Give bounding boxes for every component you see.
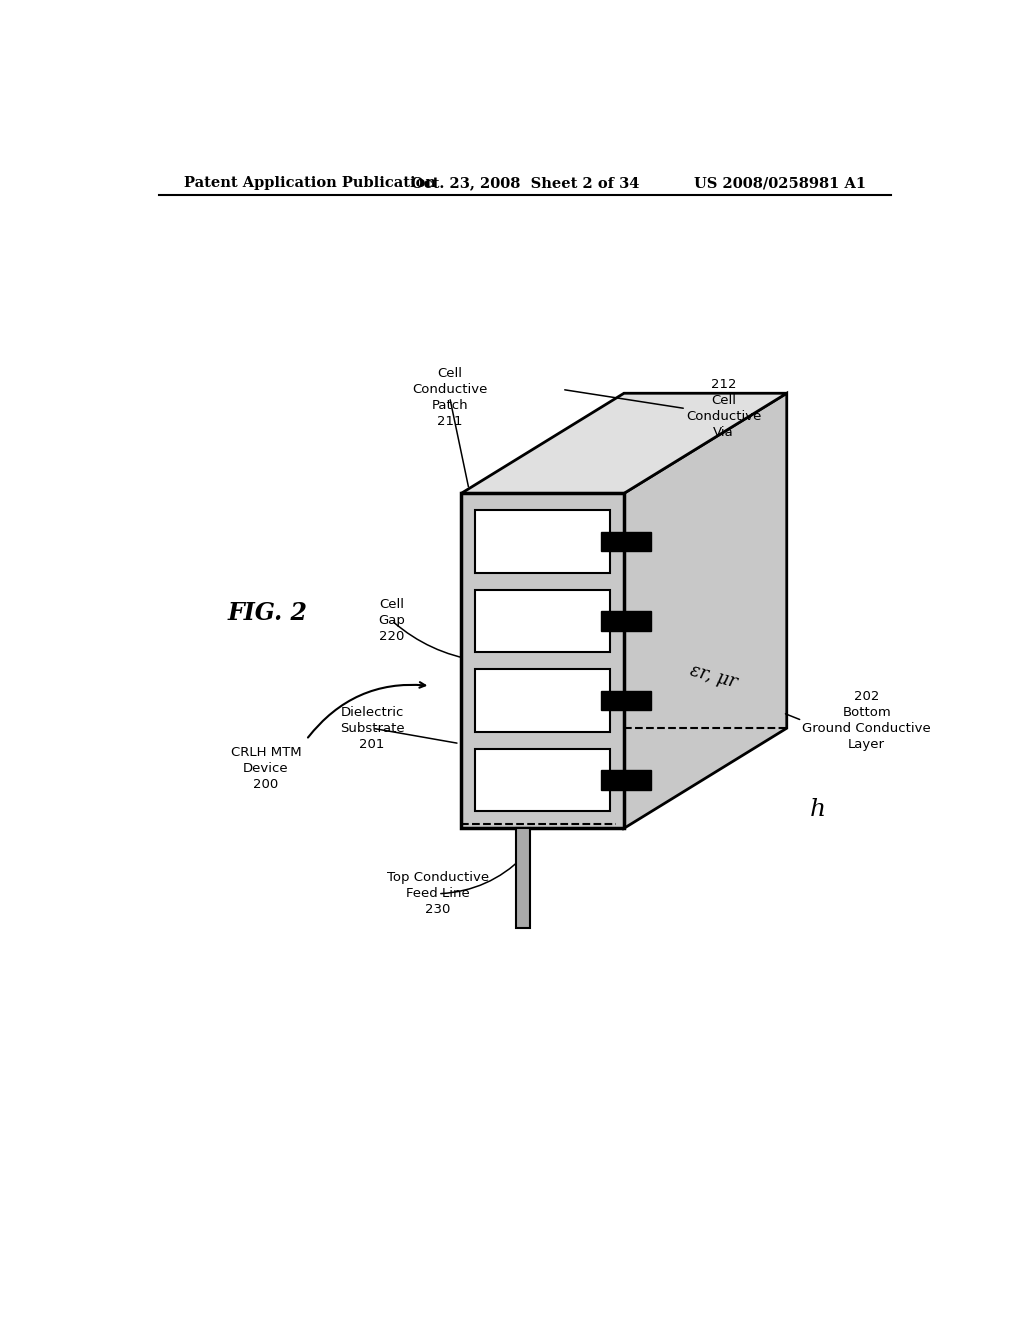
Text: CRLH MTM
Device
200: CRLH MTM Device 200 (230, 746, 301, 791)
Text: εr, μr: εr, μr (687, 661, 738, 692)
Text: Patent Application Publication: Patent Application Publication (183, 176, 436, 190)
Text: US 2008/0258981 A1: US 2008/0258981 A1 (693, 176, 866, 190)
Bar (516, 829, 530, 928)
Bar (601, 532, 651, 552)
Text: Top Conductive
Feed Line
230: Top Conductive Feed Line 230 (387, 871, 489, 916)
Text: h: h (810, 797, 826, 821)
Text: FIG. 2: FIG. 2 (227, 601, 307, 624)
Text: 212
Cell
Conductive
Via: 212 Cell Conductive Via (686, 378, 762, 440)
Bar (475, 590, 610, 652)
Polygon shape (624, 393, 786, 829)
Text: Cell
Gap
220: Cell Gap 220 (378, 598, 404, 643)
Polygon shape (461, 494, 624, 829)
Polygon shape (461, 393, 786, 494)
Bar (601, 771, 651, 789)
Text: 202
Bottom
Ground Conductive
Layer: 202 Bottom Ground Conductive Layer (802, 690, 931, 751)
Bar (601, 611, 651, 631)
Text: Dielectric
Substrate
201: Dielectric Substrate 201 (340, 706, 404, 751)
Text: Oct. 23, 2008  Sheet 2 of 34: Oct. 23, 2008 Sheet 2 of 34 (411, 176, 639, 190)
Bar (475, 511, 610, 573)
Bar (475, 748, 610, 812)
Bar (601, 690, 651, 710)
Text: Cell
Conductive
Patch
211: Cell Conductive Patch 211 (412, 367, 487, 428)
Bar (475, 669, 610, 731)
